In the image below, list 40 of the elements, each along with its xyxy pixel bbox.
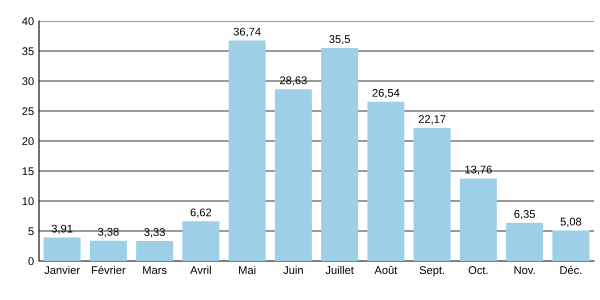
y-tick-label: 40: [22, 17, 34, 26]
x-tick-label: Juin: [283, 266, 303, 274]
x-tick-label: Mars: [143, 266, 167, 274]
data-label: 6,62: [190, 208, 212, 218]
x-tick-label: Nov.: [514, 266, 535, 274]
bar: [44, 238, 81, 261]
data-label: 22,17: [418, 115, 446, 124]
bar: [321, 48, 358, 261]
y-tick-label: 25: [22, 107, 34, 116]
bar: [182, 221, 220, 261]
x-tick-label: Avril: [190, 266, 211, 274]
x-tick-label: Sept.: [420, 266, 444, 276]
x-tick-label: Août: [374, 266, 398, 274]
x-tick-label: Mai: [239, 266, 256, 274]
y-tick-label: 20: [22, 137, 34, 146]
data-label: 6,35: [514, 210, 535, 220]
bar: [552, 230, 590, 261]
y-tick-label: 30: [22, 77, 34, 86]
bar: [506, 222, 544, 261]
data-label: 26,54: [372, 88, 400, 98]
bar: [274, 89, 312, 261]
data-label: 36,74: [234, 28, 261, 37]
data-label: 5,08: [560, 218, 582, 227]
bar: [136, 241, 174, 261]
data-label: 35,5: [329, 35, 350, 44]
y-tick-label: 15: [22, 167, 34, 176]
x-tick-label: Juillet: [326, 266, 354, 274]
x-tick-label: Déc.: [560, 266, 582, 274]
bar: [228, 40, 266, 261]
bar: [367, 102, 404, 261]
x-tick-label: Janvier: [44, 266, 80, 274]
x-tick-label: Février: [92, 266, 126, 274]
bar: [414, 128, 451, 261]
x-tick-label: Oct.: [468, 266, 488, 274]
bar: [90, 240, 127, 261]
y-tick-label: 0: [28, 257, 34, 266]
y-tick-label: 35: [22, 47, 34, 56]
y-tick-label: 10: [22, 197, 34, 206]
y-tick-label: 5: [28, 227, 34, 236]
bar: [460, 178, 497, 261]
